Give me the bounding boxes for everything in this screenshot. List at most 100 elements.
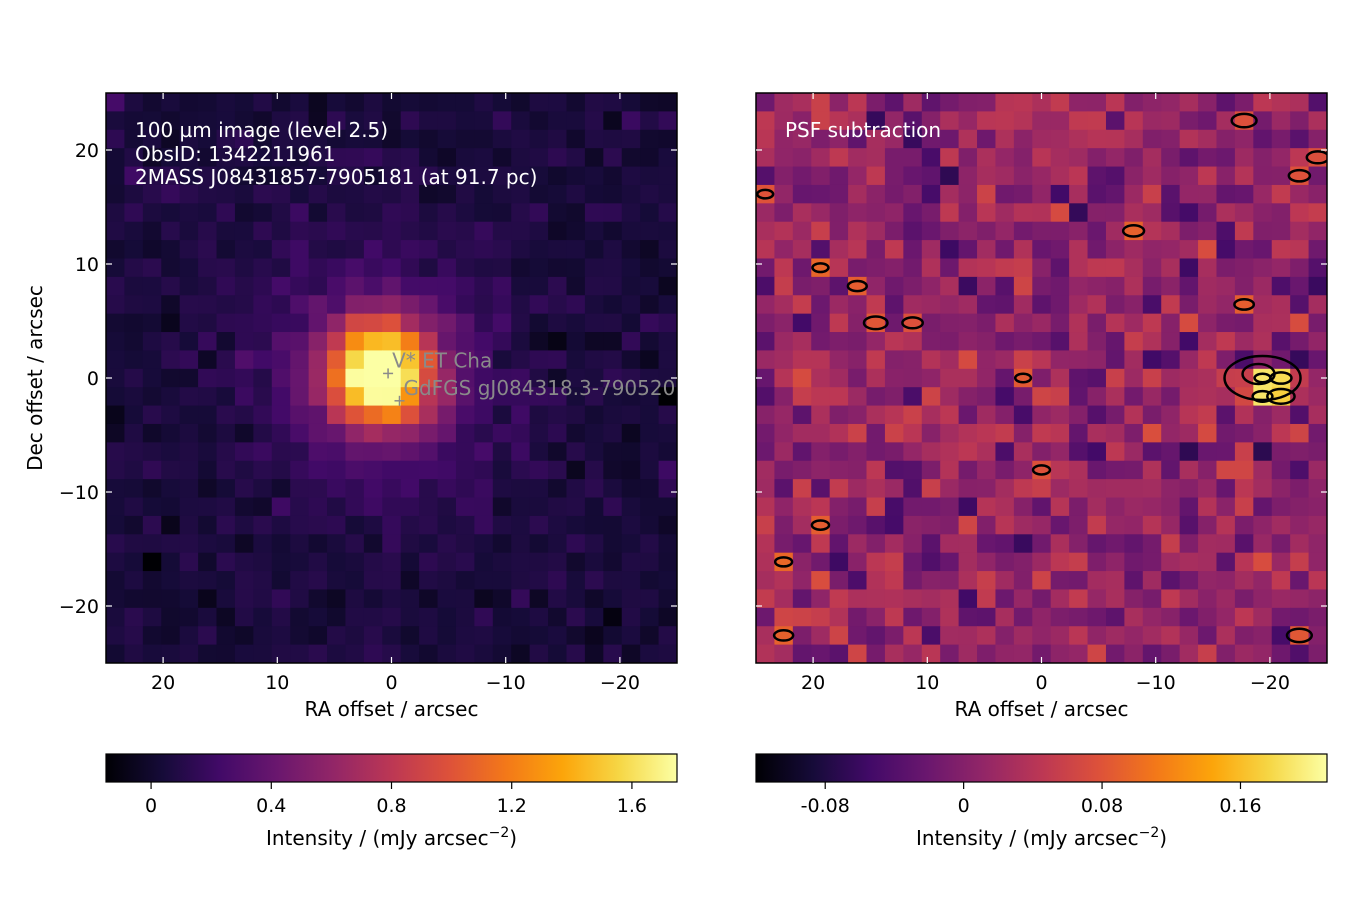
image-pixel [621,148,641,168]
image-pixel [327,240,347,260]
image-pixel [584,350,604,370]
image-pixel [198,479,218,499]
residual-pixel [1105,460,1125,480]
residual-pixel [1308,497,1327,517]
image-pixel [621,387,641,407]
residual-pixel [1142,203,1162,223]
image-pixel [142,350,162,370]
image-pixel [566,479,586,499]
x-tick-label: 0 [1035,672,1047,694]
image-pixel [492,332,512,352]
residual-pixel [1032,313,1052,333]
residual-pixel [1087,626,1107,646]
residual-pixel [1161,589,1181,609]
residual-pixel [792,240,812,260]
residual-pixel [756,240,776,260]
residual-pixel [811,589,831,609]
residual-pixel [1271,479,1291,499]
image-pixel [253,387,273,407]
image-pixel [529,442,549,462]
image-pixel [492,534,512,554]
image-pixel [621,313,641,333]
colorbar-tick-label: 0.16 [1219,795,1261,817]
image-pixel [548,552,568,572]
residual-pixel [1013,111,1033,131]
image-pixel [437,534,457,554]
residual-pixel [1271,313,1291,333]
image-pixel [142,332,162,352]
residual-pixel [1087,423,1107,443]
residual-pixel [1050,368,1070,388]
image-pixel [161,203,181,223]
image-pixel [363,240,383,260]
residual-pixel [1013,405,1033,425]
residual-pixel [1253,129,1273,149]
residual-pixel [1308,405,1327,425]
residual-pixel [792,350,812,370]
image-pixel [271,332,291,352]
image-pixel [437,111,457,131]
residual-pixel [995,387,1015,407]
image-pixel [382,442,402,462]
image-pixel [253,203,273,223]
image-pixel [382,571,402,591]
image-pixel [584,129,604,149]
image-pixel [198,148,218,168]
residual-pixel [1290,534,1310,554]
residual-pixel [940,423,960,443]
image-pixel [234,626,254,646]
image-pixel [548,534,568,554]
residual-pixel [1013,442,1033,462]
residual-pixel [1216,479,1236,499]
residual-pixel [1124,276,1144,296]
image-pixel [566,423,586,443]
residual-pixel [1271,534,1291,554]
residual-pixel [1087,129,1107,149]
image-pixel [529,644,549,663]
image-pixel [345,442,365,462]
image-pixel [124,295,144,315]
image-pixel [548,221,568,241]
x-tick-label: −10 [486,672,526,694]
image-pixel [363,350,383,370]
image-pixel [511,442,531,462]
residual-pixel [1142,166,1162,186]
image-pixel [621,479,641,499]
image-pixel [603,221,623,241]
image-pixel [511,111,531,131]
image-pixel [419,203,439,223]
residual-pixel [995,534,1015,554]
residual-pixel [921,93,941,112]
image-pixel [253,129,273,149]
image-pixel [584,166,604,186]
image-pixel [290,515,310,535]
residual-pixel [921,626,941,646]
residual-pixel [1087,350,1107,370]
residual-pixel [940,571,960,591]
residual-pixel [1161,111,1181,131]
residual-pixel [1142,240,1162,260]
image-pixel [584,295,604,315]
residual-pixel [1050,626,1070,646]
image-pixel [603,276,623,296]
residual-pixel [1105,129,1125,149]
annotation-psf: PSF subtraction [785,118,941,142]
residual-pixel [1124,552,1144,572]
image-pixel [640,313,660,333]
residual-pixel [829,111,849,131]
image-pixel [124,148,144,168]
residual-pixel [1013,276,1033,296]
image-pixel [419,313,439,333]
image-pixel [179,203,199,223]
residual-pixel [1234,258,1254,278]
image-pixel [603,442,623,462]
residual-pixel [1308,368,1327,388]
residual-pixel [1142,534,1162,554]
image-pixel [271,460,291,480]
residual-pixel [792,258,812,278]
residual-pixel [977,405,997,425]
image-pixel [234,313,254,333]
image-pixel [290,589,310,609]
image-pixel [253,295,273,315]
residual-pixel [1179,93,1199,112]
